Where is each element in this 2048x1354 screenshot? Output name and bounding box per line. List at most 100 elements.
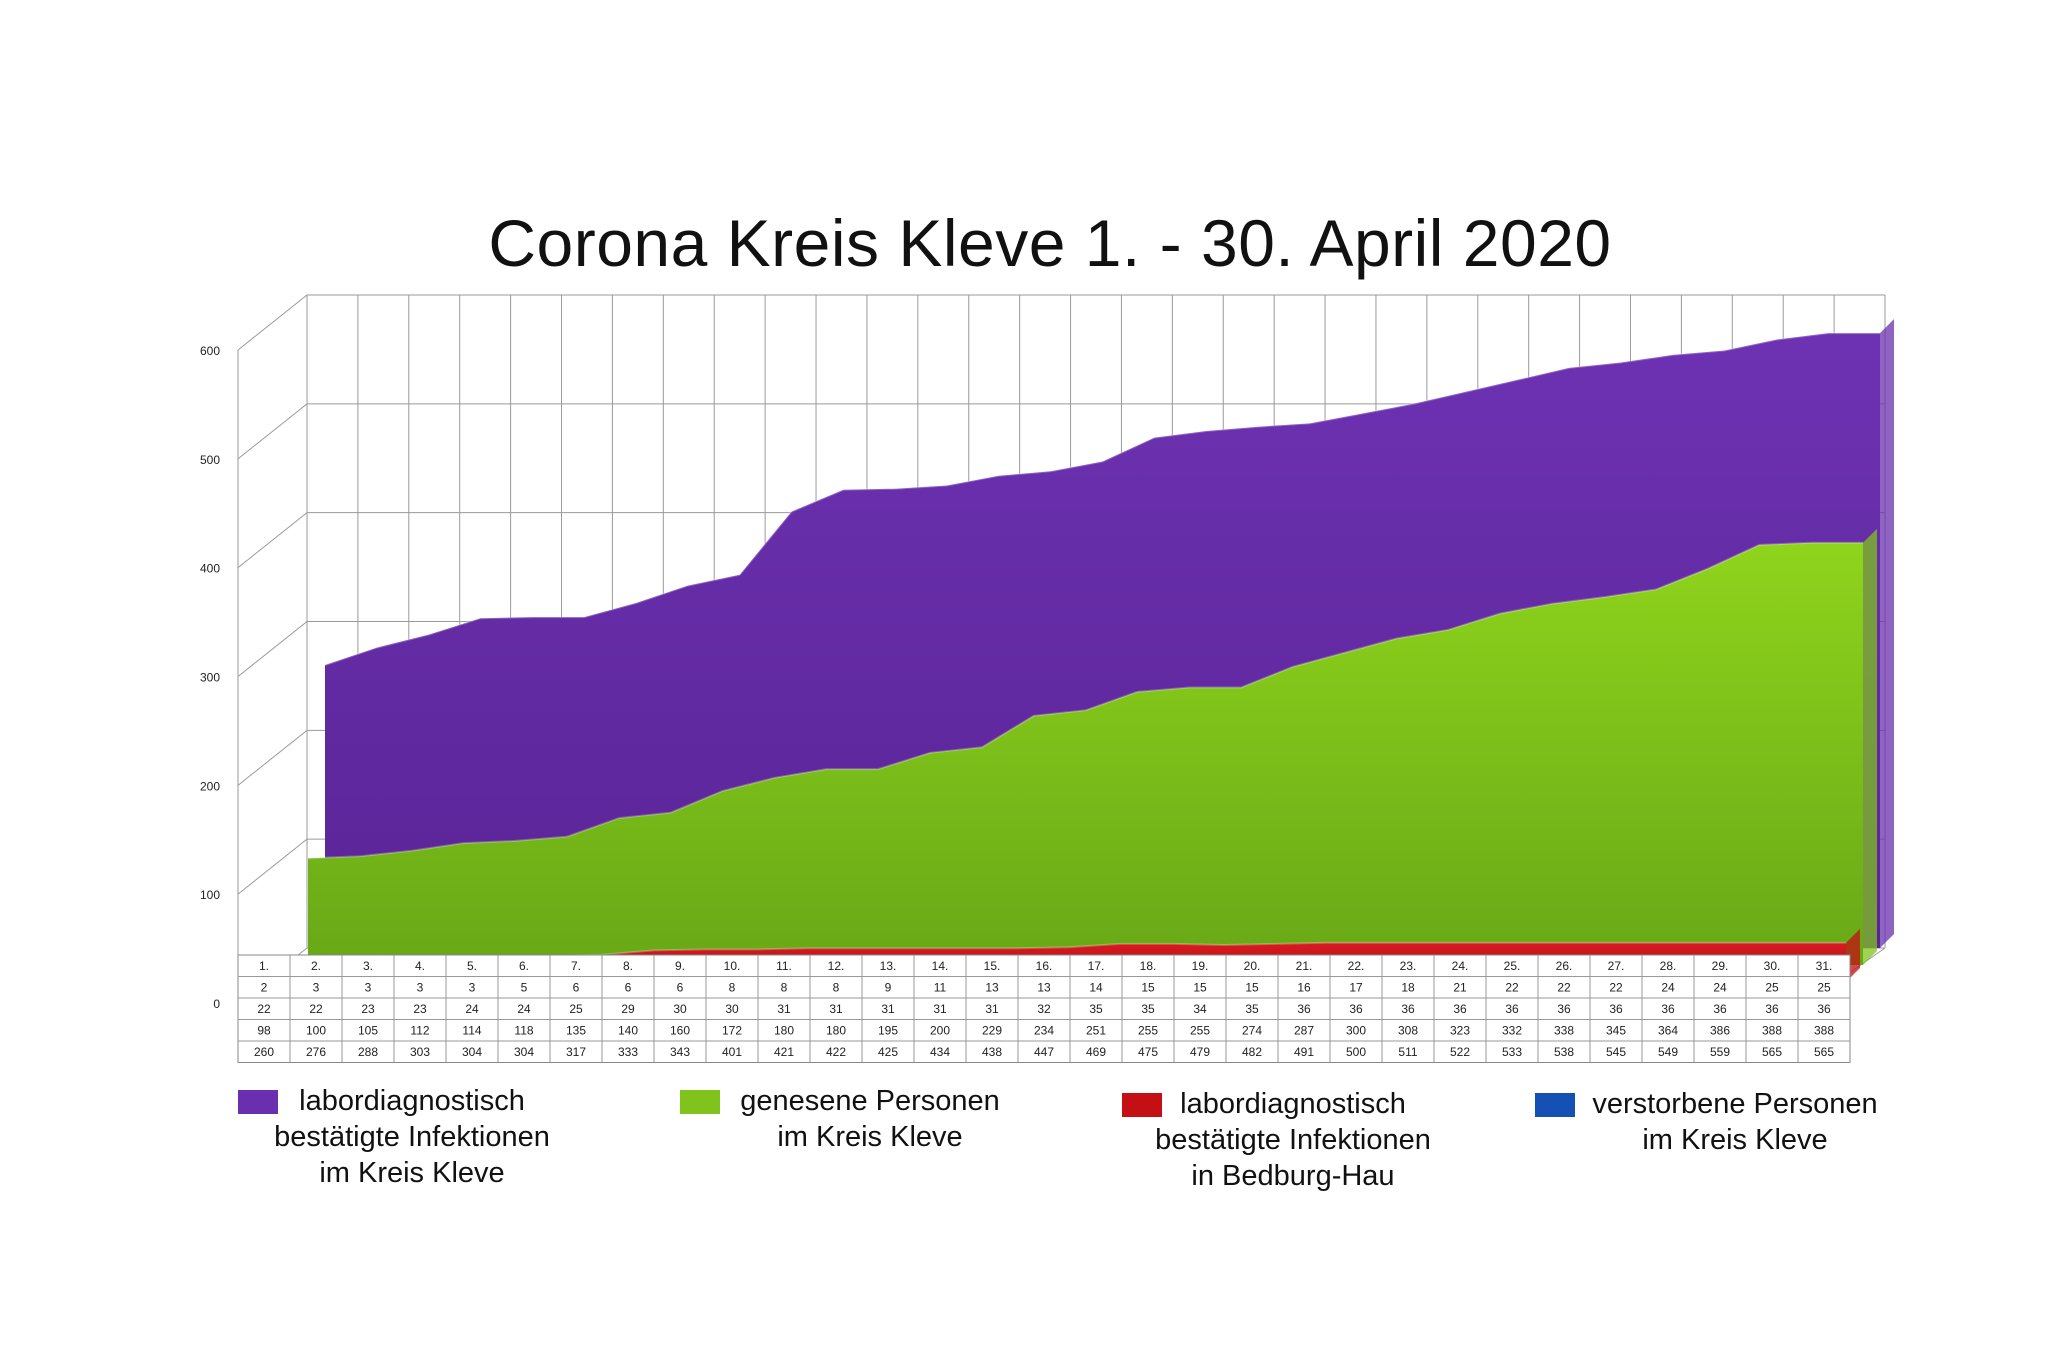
x-category-label: 8.: [623, 959, 633, 973]
table-cell-deaths_kleve: 18: [1401, 980, 1415, 994]
x-category-label: 31.: [1816, 959, 1833, 973]
legend-label-line: bestätigte Infektionen: [1155, 1124, 1431, 1156]
table-cell-deaths_kleve: 21: [1453, 980, 1467, 994]
chart-title: Corona Kreis Kleve 1. - 30. April 2020: [488, 206, 1612, 280]
table-cell-recovered_kleve: 255: [1138, 1023, 1158, 1037]
legend-swatch-deaths-kleve: [1535, 1093, 1575, 1117]
table-cell-recovered_kleve: 386: [1710, 1023, 1730, 1037]
x-category-label: 28.: [1660, 959, 1677, 973]
table-cell-recovered_kleve: 180: [826, 1023, 846, 1037]
x-category-label: 17.: [1088, 959, 1105, 973]
y-tick-label: 500: [200, 453, 220, 467]
table-cell-confirmed_kleve: 565: [1814, 1045, 1834, 1059]
x-category-label: 27.: [1608, 959, 1625, 973]
table-cell-confirmed_bedburg: 23: [361, 1002, 375, 1016]
table-cell-confirmed_bedburg: 22: [257, 1002, 271, 1016]
table-cell-confirmed_kleve: 565: [1762, 1045, 1782, 1059]
grid-line-side: [237, 729, 308, 786]
table-cell-recovered_kleve: 274: [1242, 1023, 1262, 1037]
x-category-label: 5.: [467, 959, 477, 973]
table-cell-recovered_kleve: 180: [774, 1023, 794, 1037]
x-category-label: 18.: [1140, 959, 1157, 973]
legend-label-line: genesene Personen: [740, 1085, 1000, 1117]
table-cell-confirmed_kleve: 522: [1450, 1045, 1470, 1059]
grid-line-side: [237, 403, 308, 460]
x-category-label: 6.: [519, 959, 529, 973]
table-cell-confirmed_kleve: 422: [826, 1045, 846, 1059]
table-cell-confirmed_kleve: 304: [514, 1045, 534, 1059]
legend-label-line: labordiagnostisch: [1180, 1088, 1406, 1120]
grid-line-side: [237, 294, 308, 351]
table-cell-confirmed_bedburg: 36: [1505, 1002, 1519, 1016]
table-cell-recovered_kleve: 98: [257, 1023, 271, 1037]
series-area-recovered_kleve: [308, 542, 1863, 965]
x-category-label: 9.: [675, 959, 685, 973]
table-cell-confirmed_bedburg: 31: [985, 1002, 999, 1016]
x-category-label: 15.: [984, 959, 1001, 973]
table-cell-deaths_kleve: 6: [625, 980, 632, 994]
table-cell-confirmed_kleve: 545: [1606, 1045, 1626, 1059]
table-cell-confirmed_bedburg: 36: [1765, 1002, 1779, 1016]
grid-line-side: [237, 621, 308, 677]
table-cell-recovered_kleve: 200: [930, 1023, 950, 1037]
table-cell-recovered_kleve: 364: [1658, 1023, 1678, 1037]
table-cell-confirmed_bedburg: 35: [1089, 1002, 1103, 1016]
table-cell-confirmed_kleve: 401: [722, 1045, 742, 1059]
x-category-label: 16.: [1036, 959, 1053, 973]
legend-deaths-kleve: verstorbene Personen im Kreis Kleve: [1585, 1086, 1885, 1158]
x-category-label: 11.: [776, 959, 792, 973]
table-cell-confirmed_kleve: 303: [410, 1045, 430, 1059]
x-category-label: 12.: [828, 959, 845, 973]
table-cell-confirmed_kleve: 260: [254, 1045, 274, 1059]
table-cell-deaths_kleve: 2: [261, 980, 268, 994]
table-cell-deaths_kleve: 9: [885, 980, 892, 994]
table-cell-recovered_kleve: 388: [1762, 1023, 1782, 1037]
legend-swatch-confirmed-kleve: [238, 1090, 278, 1114]
legend-swatch-confirmed-bedburg: [1122, 1093, 1162, 1117]
table-cell-confirmed_bedburg: 36: [1817, 1002, 1831, 1016]
legend-label-line: bestätigte Infektionen: [274, 1121, 550, 1153]
table-cell-recovered_kleve: 118: [514, 1023, 533, 1037]
x-category-label: 10.: [724, 959, 741, 973]
data-table-frame: [237, 954, 1851, 1063]
x-category-label: 30.: [1764, 959, 1781, 973]
table-cell-deaths_kleve: 15: [1245, 980, 1259, 994]
table-cell-recovered_kleve: 338: [1554, 1023, 1574, 1037]
table-cell-confirmed_bedburg: 36: [1297, 1002, 1311, 1016]
table-cell-deaths_kleve: 13: [1037, 980, 1051, 994]
table-cell-deaths_kleve: 5: [521, 980, 528, 994]
legend-label-line: verstorbene Personen: [1592, 1088, 1878, 1120]
table-cell-confirmed_kleve: 511: [1398, 1045, 1417, 1059]
table-cell-deaths_kleve: 13: [985, 980, 999, 994]
table-cell-recovered_kleve: 255: [1190, 1023, 1210, 1037]
legend-confirmed-bedburg: labordiagnostisch bestätigte Infektionen…: [1143, 1086, 1443, 1194]
table-cell-deaths_kleve: 8: [833, 980, 840, 994]
table-cell-recovered_kleve: 287: [1294, 1023, 1314, 1037]
table-cell-confirmed_kleve: 533: [1502, 1045, 1522, 1059]
table-cell-deaths_kleve: 8: [729, 980, 736, 994]
table-cell-confirmed_bedburg: 36: [1713, 1002, 1727, 1016]
table-cell-recovered_kleve: 345: [1606, 1023, 1626, 1037]
table-cell-recovered_kleve: 100: [306, 1023, 326, 1037]
x-category-label: 1.: [259, 959, 269, 973]
table-cell-deaths_kleve: 24: [1661, 980, 1675, 994]
table-cell-recovered_kleve: 105: [358, 1023, 378, 1037]
x-category-label: 2.: [311, 959, 321, 973]
table-cell-recovered_kleve: 308: [1398, 1023, 1418, 1037]
legend-confirmed-kleve: labordiagnostisch bestätigte Infektionen…: [262, 1083, 562, 1191]
table-cell-deaths_kleve: 3: [417, 980, 424, 994]
legend-label-line: in Bedburg-Hau: [1191, 1160, 1395, 1192]
x-category-label: 3.: [363, 959, 373, 973]
series-ridge-recovered_kleve: [307, 541, 1863, 860]
series-side-face: [1863, 528, 1877, 965]
table-cell-recovered_kleve: 332: [1502, 1023, 1522, 1037]
table-cell-recovered_kleve: 112: [410, 1023, 429, 1037]
table-cell-deaths_kleve: 6: [677, 980, 684, 994]
y-tick-label: 100: [200, 888, 220, 902]
table-cell-recovered_kleve: 135: [566, 1023, 586, 1037]
table-cell-deaths_kleve: 8: [781, 980, 788, 994]
table-cell-recovered_kleve: 234: [1034, 1023, 1054, 1037]
table-cell-confirmed_kleve: 288: [358, 1045, 378, 1059]
table-cell-confirmed_bedburg: 36: [1453, 1002, 1467, 1016]
